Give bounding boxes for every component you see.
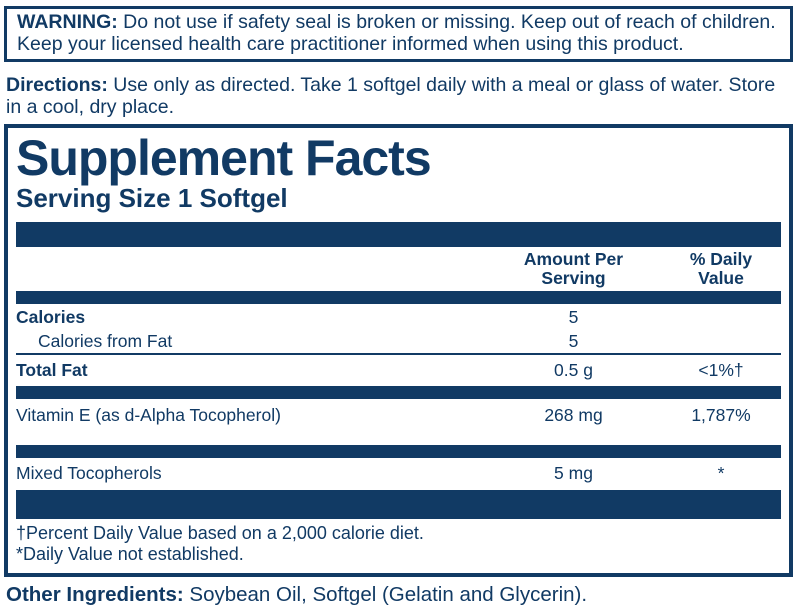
row-daily: 1,787% (691, 405, 751, 425)
row-gap (16, 431, 781, 445)
other-ingredients-label: Other Ingredients: (6, 583, 184, 606)
hairline-divider (16, 353, 781, 355)
directions-text: Use only as directed. Take 1 softgel dai… (6, 74, 776, 118)
row-amount: 5 (568, 331, 579, 351)
column-header-amount: Amount Per Serving (523, 249, 624, 288)
row-name: Vitamin E (as d-Alpha Tocopherol) (16, 405, 281, 425)
warning-box: WARNING: Do not use if safety seal is br… (4, 6, 793, 62)
row-amount: 268 mg (544, 405, 603, 425)
table-header-row: Amount Per Serving % Daily Value (16, 247, 781, 291)
row-daily: * (717, 463, 725, 483)
supplement-facts-title: Supplement Facts (16, 130, 432, 186)
separator-bar-header (16, 291, 781, 304)
table-row-calories: Calories 5 (16, 304, 781, 329)
warning-label: WARNING: (17, 11, 118, 33)
directions: Directions: Use only as directed. Take 1… (6, 74, 791, 118)
row-amount: 5 mg (554, 463, 593, 483)
row-amount: 5 (568, 306, 579, 327)
row-amount: 0.5 g (554, 360, 593, 380)
table-row-total-fat: Total Fat 0.5 g <1%† (16, 355, 781, 386)
supplement-facts-panel: Supplement Facts Serving Size 1 Softgel … (4, 124, 793, 577)
warning-text: Do not use if safety seal is broken or m… (17, 11, 776, 55)
directions-label: Directions: (6, 74, 108, 96)
separator-bar-2 (16, 445, 781, 458)
footnote-not-established: *Daily Value not established. (16, 544, 244, 564)
table-row-calories-from-fat: Calories from Fat 5 (16, 329, 781, 353)
separator-bar-1 (16, 386, 781, 399)
table-row-vitamin-e: Vitamin E (as d-Alpha Tocopherol) 268 mg… (16, 399, 781, 431)
separator-bar-top (16, 222, 781, 247)
table-row-mixed-tocopherols: Mixed Tocopherols 5 mg * (16, 458, 781, 488)
row-name: Calories (16, 307, 86, 327)
serving-size: Serving Size 1 Softgel (16, 183, 288, 213)
row-daily: <1%† (698, 360, 744, 380)
footnotes: †Percent Daily Value based on a 2,000 ca… (16, 519, 781, 571)
other-ingredients-text: Soybean Oil, Softgel (Gelatin and Glycer… (189, 583, 588, 606)
row-name: Total Fat (16, 360, 88, 380)
supplement-label: WARNING: Do not use if safety seal is br… (0, 6, 797, 606)
other-ingredients: Other Ingredients: Soybean Oil, Softgel … (6, 583, 791, 607)
separator-bar-bottom (16, 490, 781, 519)
footnote-daily-value: †Percent Daily Value based on a 2,000 ca… (16, 523, 424, 543)
row-name: Calories from Fat (38, 331, 173, 351)
column-header-daily: % Daily Value (689, 249, 753, 288)
row-name: Mixed Tocopherols (16, 463, 162, 483)
